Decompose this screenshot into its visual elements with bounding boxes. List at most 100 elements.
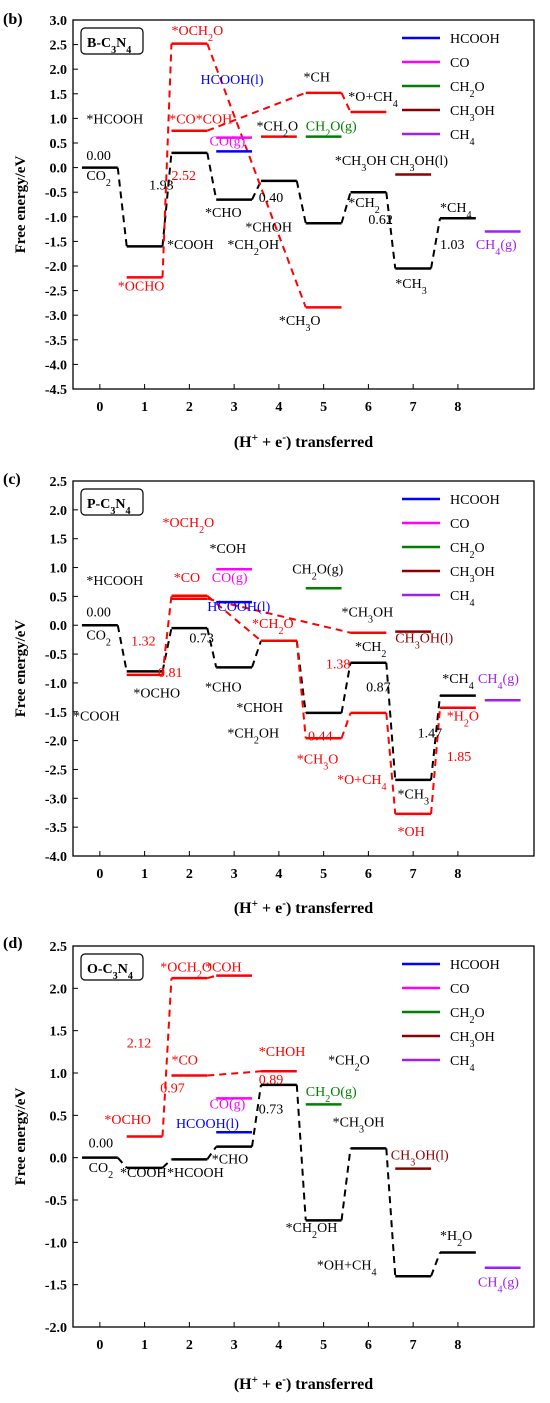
annotation-label: 0.73 bbox=[259, 1103, 284, 1118]
annotation-label: HCOOH(l) bbox=[176, 1117, 239, 1132]
annotation-label: *CO*COH bbox=[169, 112, 232, 127]
y-tick-label: -4.0 bbox=[45, 358, 67, 373]
annotation-label: CO(g) bbox=[210, 1098, 246, 1113]
annotation-label: CH4(g) bbox=[476, 238, 517, 258]
x-tick-label: 2 bbox=[186, 400, 193, 415]
pathway-connector bbox=[251, 1084, 262, 1147]
pathway-connector bbox=[295, 640, 307, 739]
y-tick-label: -1.5 bbox=[45, 706, 67, 721]
y-tick-label: -1.0 bbox=[45, 1236, 67, 1251]
annotation-label: *H2O bbox=[440, 1229, 472, 1249]
annotation-label: *CH3O bbox=[297, 753, 339, 773]
y-tick-label: -0.5 bbox=[45, 648, 67, 663]
y-tick-label: -1.5 bbox=[45, 1279, 67, 1294]
y-tick-label: 0.5 bbox=[50, 1109, 68, 1124]
annotation-label: *CHO bbox=[205, 681, 242, 696]
annotation-label: 1.93 bbox=[149, 179, 174, 194]
x-tick-label: 6 bbox=[365, 867, 372, 882]
x-tick-label: 5 bbox=[320, 1338, 327, 1353]
y-tick-label: -0.5 bbox=[45, 1194, 67, 1209]
annotation-label: CO2 bbox=[86, 629, 111, 649]
y-tick-label: -1.0 bbox=[45, 677, 67, 692]
annotation-label: 0.62 bbox=[368, 213, 393, 228]
y-tick-label: 1.5 bbox=[50, 533, 68, 548]
x-tick-label: 0 bbox=[96, 1338, 103, 1353]
pathway-connector bbox=[117, 1157, 128, 1169]
pathway-connector bbox=[161, 152, 173, 247]
y-tick-label: 0.5 bbox=[50, 590, 68, 605]
y-axis-label: Free energy/eV bbox=[13, 1088, 29, 1186]
pathway-connector bbox=[340, 712, 352, 739]
annotation-label: *OCHO bbox=[104, 1113, 151, 1128]
y-tick-label: 3.0 bbox=[50, 14, 68, 29]
pathway-connector bbox=[295, 640, 307, 714]
annotation-label: *CH2O bbox=[252, 617, 294, 637]
plot-frame bbox=[72, 480, 535, 857]
pathway-connector bbox=[251, 640, 262, 668]
pathway-connector bbox=[206, 43, 307, 308]
y-tick-label: -2.0 bbox=[45, 735, 67, 750]
pathway-connector bbox=[161, 627, 173, 672]
annotation-label: *HCOOH bbox=[86, 574, 143, 589]
legend-entry: CO bbox=[450, 517, 469, 532]
y-tick-label: -3.5 bbox=[45, 821, 67, 836]
pathway-connector bbox=[385, 712, 397, 814]
annotation-label: *CH2O bbox=[257, 120, 299, 140]
x-tick-label: 8 bbox=[454, 400, 461, 415]
annotation-label: *COOH bbox=[120, 1166, 167, 1181]
annotation-label: CH3OH(l) bbox=[395, 632, 453, 652]
legend-entry: CH3OH bbox=[450, 565, 495, 585]
x-tick-label: 1 bbox=[141, 400, 148, 415]
plot-frame bbox=[72, 19, 535, 390]
annotation-label: CH2O(g) bbox=[306, 120, 357, 140]
legend-entry: CH4 bbox=[450, 128, 475, 148]
pathway-connector bbox=[207, 1070, 262, 1077]
y-tick-label: 0.0 bbox=[50, 619, 68, 634]
y-tick-label: 2.5 bbox=[50, 39, 68, 54]
annotation-label: *COOH bbox=[73, 709, 120, 724]
annotation-label: CO2 bbox=[86, 169, 111, 189]
annotation-label: 0.81 bbox=[158, 666, 183, 681]
annotation-label: 0.00 bbox=[89, 1137, 114, 1152]
panel-d: 2.5 2.0 1.5 1.0 0.5 0.0 -0.5 -1.0 -1.5 -2.0 0 1 2 3 4 5… bbox=[3, 935, 535, 1393]
annotation-label: 2.52 bbox=[171, 169, 196, 184]
pathway-connector bbox=[340, 191, 352, 224]
y-tick-label: 1.5 bbox=[50, 1025, 68, 1040]
annotation-label: *HCOOH bbox=[167, 1166, 224, 1181]
annotation-label: 1.03 bbox=[440, 238, 465, 253]
annotation-label: *OCH2O bbox=[171, 24, 223, 44]
pathway-connector bbox=[340, 92, 352, 113]
legend-entry: CH2O bbox=[450, 541, 485, 561]
legend-entry: CH3OH bbox=[450, 1030, 495, 1050]
annotation-label: *OCH2O bbox=[163, 516, 215, 536]
annotation-label: *CHO bbox=[205, 206, 242, 221]
y-axis-label: Free energy/eV bbox=[13, 156, 29, 254]
x-axis-label: (H+ + e-) transferred bbox=[234, 898, 373, 917]
annotation-label: *CH3 bbox=[395, 277, 427, 297]
panel-letter: (b) bbox=[3, 11, 23, 28]
legend-entry: CO bbox=[450, 56, 469, 71]
y-tick-label: -3.0 bbox=[45, 309, 67, 324]
pathway-connector bbox=[430, 1252, 441, 1277]
y-tick-label: -3.5 bbox=[45, 334, 67, 349]
x-tick-label: 7 bbox=[410, 400, 417, 415]
annotation-label: *CHOH bbox=[236, 701, 283, 716]
legend-entry: HCOOH bbox=[450, 32, 500, 47]
pathway-connector bbox=[206, 152, 218, 200]
y-tick-label: 0.0 bbox=[50, 162, 68, 177]
pathway-connector bbox=[161, 978, 173, 1137]
legend-entry: HCOOH bbox=[450, 958, 500, 973]
annotation-label: 1.32 bbox=[131, 634, 156, 649]
annotation-label: CO(g) bbox=[210, 134, 246, 149]
annotation-label: CO2 bbox=[89, 1161, 114, 1181]
annotation-label: 0.40 bbox=[259, 191, 284, 206]
panel-letter: (d) bbox=[3, 935, 23, 952]
x-tick-label: 4 bbox=[275, 867, 282, 882]
y-tick-label: 2.5 bbox=[50, 940, 68, 955]
annotation-label: *CHO bbox=[212, 1153, 249, 1168]
x-tick-label: 4 bbox=[275, 400, 282, 415]
annotation-label: *O+CH4 bbox=[337, 773, 387, 793]
legend-entry: CH3OH bbox=[450, 104, 495, 124]
x-tick-label: 1 bbox=[141, 867, 148, 882]
